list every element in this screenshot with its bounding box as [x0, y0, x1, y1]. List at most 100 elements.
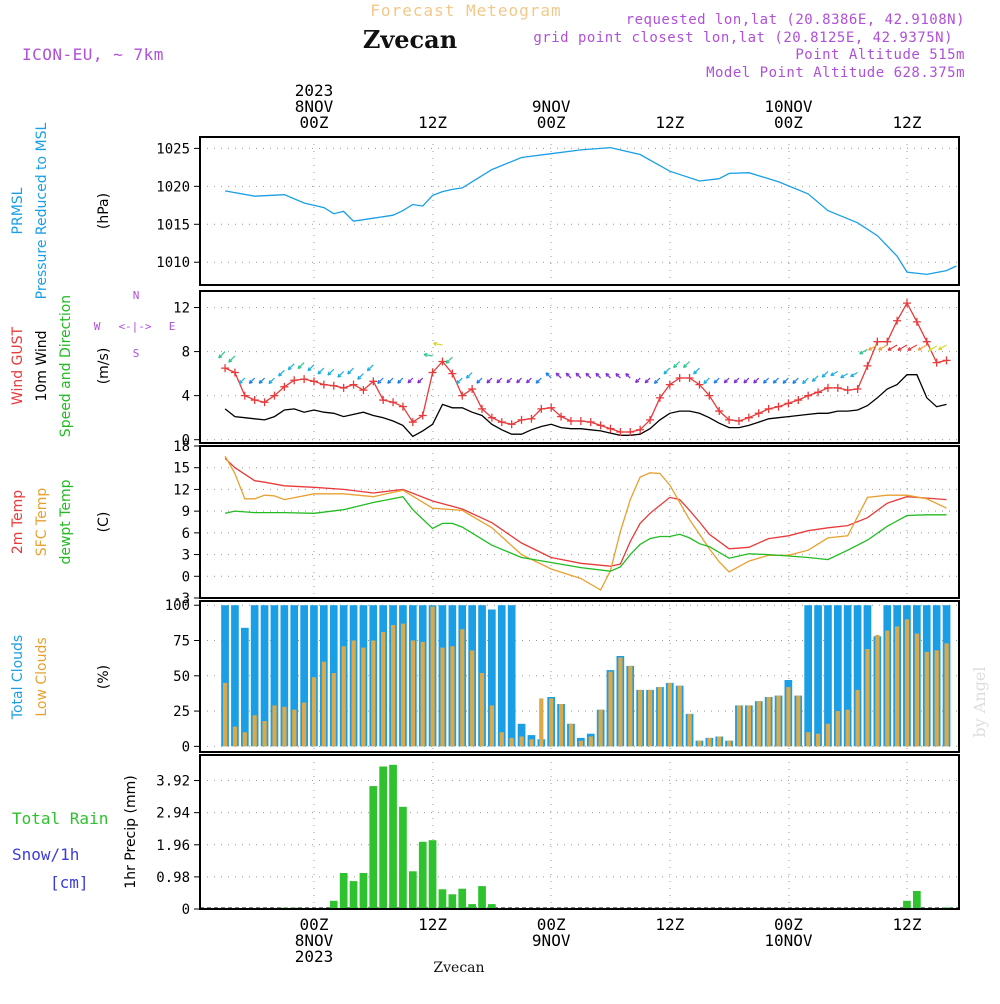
total-cloud-bar — [824, 605, 832, 747]
wind-direction-arrow — [423, 353, 433, 357]
panel-frame-wind — [199, 290, 960, 444]
axis-label-wind: (m/s) — [96, 348, 112, 385]
low-cloud-bar — [232, 726, 238, 747]
wind-direction-arrowhead — [545, 372, 550, 377]
gust-marker — [221, 364, 230, 373]
gust-marker — [912, 317, 921, 326]
low-cloud-bar — [272, 705, 277, 747]
wind-direction-arrow — [228, 355, 236, 363]
gust-marker — [566, 416, 575, 425]
wind-direction-arrowhead — [821, 373, 826, 378]
time-label-top: 00Z — [300, 113, 329, 132]
low-cloud-bar — [776, 695, 781, 747]
wind-direction-arrowhead — [575, 372, 580, 377]
total-cloud-bar — [488, 609, 496, 747]
wind-direction-arrowhead — [938, 346, 943, 351]
low-cloud-bar — [806, 732, 811, 747]
wind-direction-arrow — [887, 344, 898, 351]
gust-marker — [646, 415, 655, 424]
wind-direction-arrowhead — [258, 379, 263, 384]
low-cloud-bar — [618, 657, 623, 747]
gust-marker — [804, 391, 813, 400]
axis-label-clouds: (%) — [96, 665, 112, 689]
axis-label-clouds: Low Clouds — [34, 637, 50, 716]
axis-label-temp: (C) — [96, 512, 112, 533]
low-cloud-bar — [460, 629, 465, 747]
gust-marker — [576, 416, 585, 425]
low-cloud-bar — [677, 685, 682, 747]
gust-marker — [903, 299, 911, 308]
time-label-bottom: 12Z — [893, 915, 922, 934]
wind-direction-arrowhead — [486, 379, 491, 384]
low-cloud-bar — [331, 673, 336, 747]
grid-layer — [200, 137, 959, 909]
gust-marker — [250, 396, 259, 405]
y-tick-label-clouds: 50 — [173, 669, 190, 685]
gust-marker — [675, 374, 684, 383]
low-cloud-bar — [885, 630, 890, 747]
wind-direction-arrowhead — [317, 370, 322, 375]
y-tick-label-temp: 9 — [182, 504, 190, 520]
wind-direction-arrowhead — [753, 379, 758, 384]
wind-direction-arrowhead — [366, 367, 371, 372]
precip-bar — [448, 894, 457, 909]
low-cloud-bar — [687, 713, 692, 747]
legend-total-rain: Total Rain — [12, 809, 108, 828]
y-tick-label-pressure: 1015 — [156, 217, 190, 233]
wind-direction-arrowhead — [840, 374, 845, 379]
low-cloud-bar — [361, 647, 366, 747]
wind-direction-arrowhead — [535, 379, 540, 384]
wind-direction-arrowhead — [307, 367, 312, 372]
wind-direction-arrowhead — [417, 379, 422, 384]
low-cloud-bar — [489, 705, 494, 747]
y-tick-label-clouds: 75 — [173, 634, 190, 650]
wind-direction-arrow — [830, 370, 839, 376]
axis-label-wind: Wind GUST — [10, 326, 26, 405]
wind-direction-arrowhead — [248, 379, 253, 384]
gust-marker — [240, 391, 249, 400]
panel-frame-precip — [199, 754, 960, 910]
low-cloud-bar — [302, 702, 307, 747]
wind-direction-arrow — [466, 372, 473, 379]
gust-marker — [290, 376, 299, 385]
gust-marker — [734, 416, 743, 425]
compass-w: W — [94, 320, 101, 333]
precip-bar — [418, 841, 427, 909]
gust-marker — [685, 374, 694, 383]
wind-direction-arrowhead — [713, 379, 718, 384]
wind-direction-arrowhead — [928, 347, 933, 352]
model-name: ICON-EU, ~ 7km — [22, 45, 164, 64]
wind-direction-arrowhead — [615, 372, 620, 378]
time-label-top: 12Z — [418, 113, 447, 132]
gust-marker — [814, 388, 823, 397]
time-label-bottom: 00Z — [300, 915, 329, 934]
wind-direction-arrowhead — [859, 350, 864, 355]
model-point-altitude: Model Point Altitude 628.375m — [706, 65, 965, 81]
low-cloud-bar — [628, 665, 633, 747]
wind-direction-arrowhead — [516, 379, 521, 384]
y-tick-label-pressure: 1025 — [156, 141, 190, 157]
wind-direction-arrowhead — [703, 380, 708, 385]
time-label-bottom: 00Z — [537, 915, 566, 934]
gust-marker — [339, 383, 348, 392]
gust-marker — [448, 369, 457, 378]
gust-marker — [260, 398, 269, 407]
wind-direction-arrow — [917, 344, 928, 351]
time-label-top: 10NOV — [764, 97, 813, 116]
wind-direction-arrow — [821, 370, 829, 378]
gust-marker — [270, 391, 279, 400]
panel-frame-pressure — [199, 136, 960, 286]
low-cloud-bar — [450, 646, 455, 747]
gust-marker — [478, 404, 487, 413]
low-cloud-bar — [756, 701, 761, 747]
wind-direction-arrow — [433, 342, 443, 346]
wind-direction-arrowhead — [644, 379, 649, 384]
low-cloud-bar — [816, 733, 821, 747]
y-tick-label-precip: 3.92 — [156, 774, 190, 790]
wind-direction-arrowhead — [476, 379, 481, 384]
precip-bar — [913, 891, 921, 909]
axis-label-temp: SFC Temp — [34, 488, 50, 557]
low-cloud-bar — [638, 689, 643, 747]
gust-marker — [863, 361, 872, 370]
faint-title: Forecast Meteogram — [370, 1, 561, 20]
